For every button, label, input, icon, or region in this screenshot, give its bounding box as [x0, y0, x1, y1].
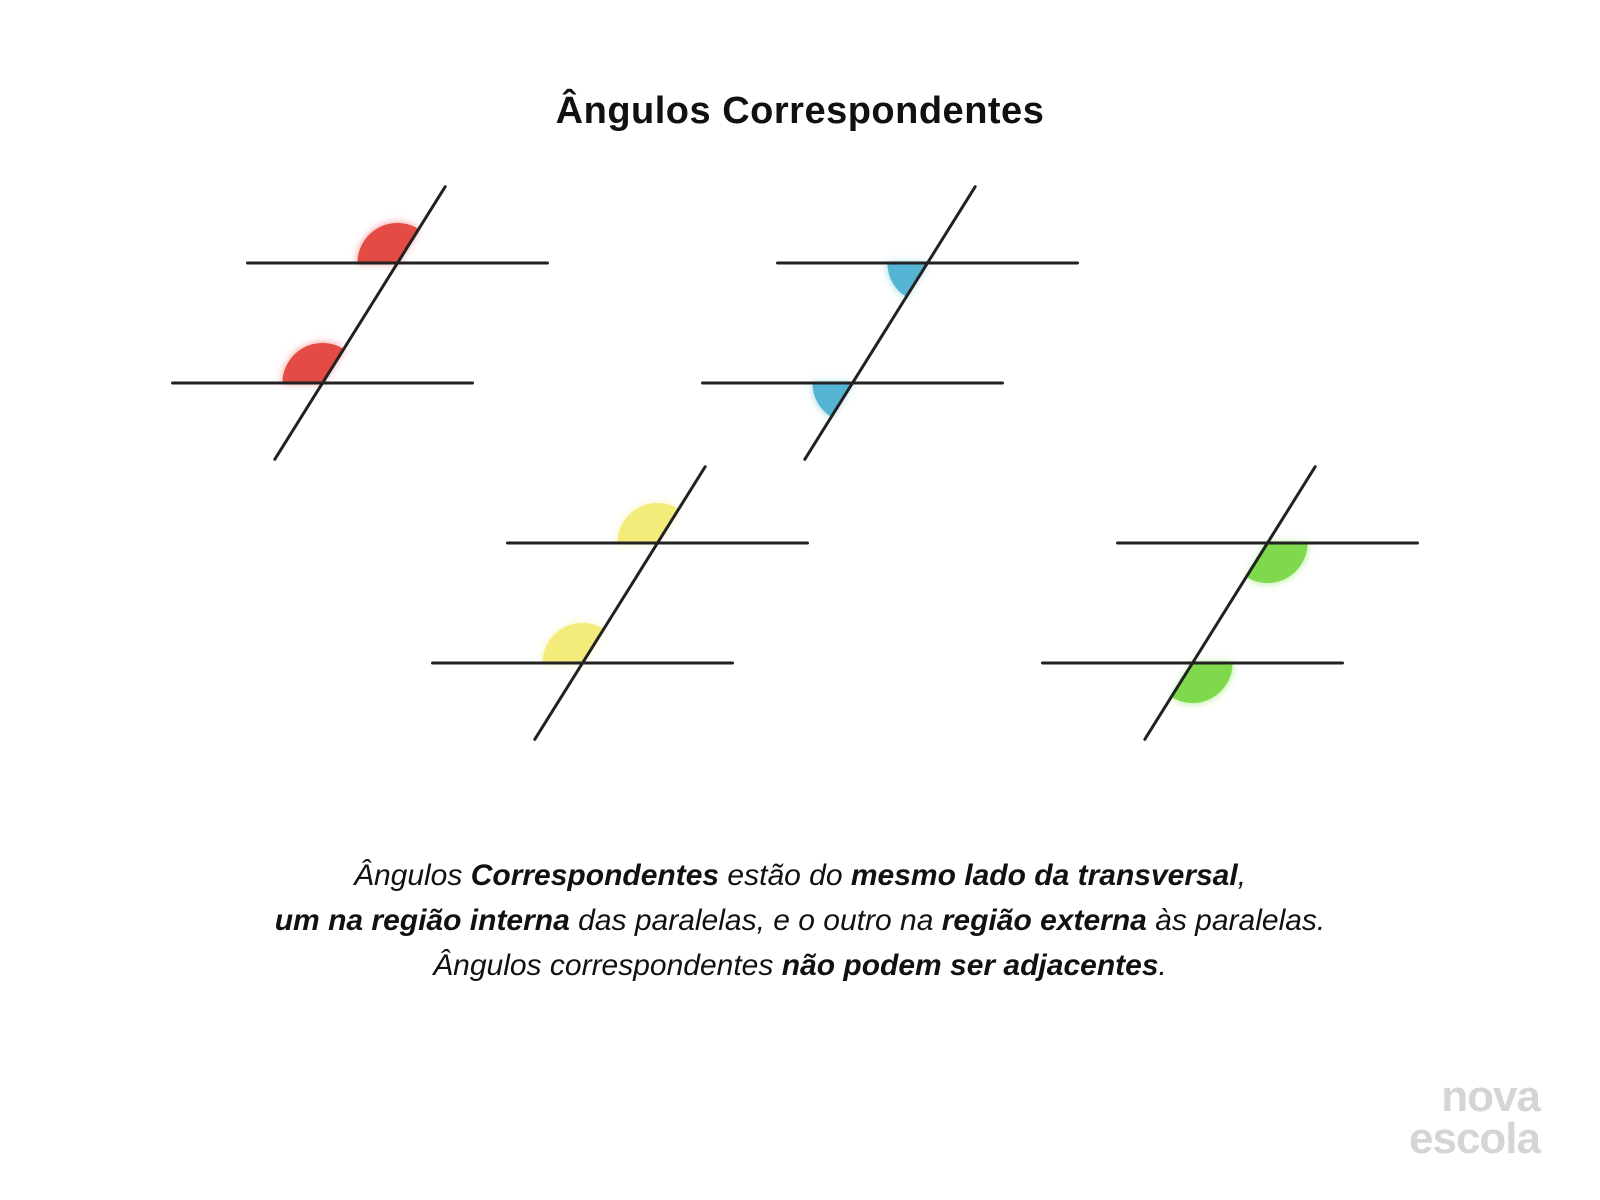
angle-wedge — [813, 383, 853, 417]
page: Ângulos Correspondentes Ângulos Correspo… — [0, 0, 1600, 1200]
diagram-container — [80, 173, 1520, 813]
fig-yellow — [433, 467, 808, 740]
brand-logo: nova escola — [1409, 1076, 1540, 1160]
page-title: Ângulos Correspondentes — [80, 90, 1520, 133]
angles-diagram — [150, 173, 1450, 813]
transversal — [275, 187, 445, 460]
transversal — [805, 187, 975, 460]
angle-wedge — [887, 263, 927, 297]
fig-blue — [703, 187, 1078, 460]
caption-text: Ângulos Correspondentes estão do mesmo l… — [80, 853, 1520, 988]
fig-red — [173, 187, 548, 460]
transversal — [1145, 467, 1315, 740]
logo-line2: escola — [1409, 1118, 1540, 1160]
transversal — [535, 467, 705, 740]
fig-green — [1043, 467, 1418, 740]
